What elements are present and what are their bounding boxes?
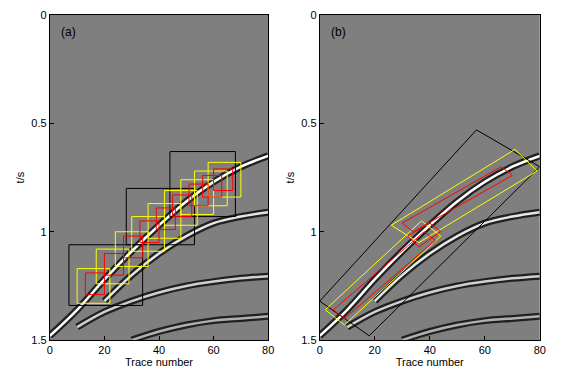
svg-text:1.5: 1.5 (31, 334, 46, 346)
svg-text:t/s: t/s (284, 171, 296, 183)
svg-text:0: 0 (317, 344, 323, 356)
svg-text:(a): (a) (61, 25, 76, 39)
svg-text:t/s: t/s (14, 171, 26, 183)
svg-text:(b): (b) (331, 25, 346, 39)
svg-text:60: 60 (479, 344, 491, 356)
svg-text:0.5: 0.5 (301, 117, 316, 129)
svg-text:40: 40 (153, 344, 165, 356)
svg-text:80: 80 (534, 344, 546, 356)
svg-text:1.5: 1.5 (301, 334, 316, 346)
svg-text:20: 20 (369, 344, 381, 356)
svg-text:0: 0 (310, 9, 316, 21)
svg-text:1: 1 (310, 226, 316, 238)
svg-text:60: 60 (207, 344, 219, 356)
svg-text:0: 0 (41, 9, 47, 21)
svg-text:1: 1 (41, 226, 47, 238)
svg-text:20: 20 (98, 344, 110, 356)
svg-text:Trace number: Trace number (396, 356, 464, 368)
svg-text:0: 0 (47, 344, 53, 356)
svg-text:0.5: 0.5 (31, 117, 46, 129)
svg-text:80: 80 (262, 344, 274, 356)
svg-text:Trace number: Trace number (125, 356, 193, 368)
svg-text:40: 40 (424, 344, 436, 356)
